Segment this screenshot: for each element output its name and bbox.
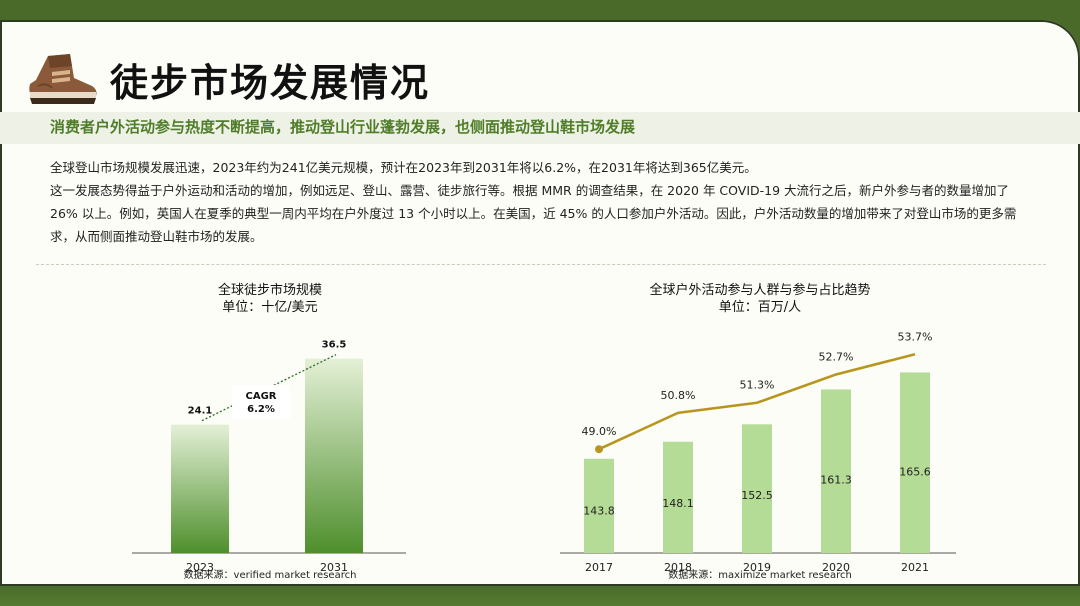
chart1-title: 全球徒步市场规模 [217,283,322,298]
section-divider [36,264,1046,265]
chart2-bar-2017 [584,458,614,553]
chart2-category-label: 2018 [664,561,692,574]
title-row: 徒步市场发展情况 [26,44,430,114]
chart1-cagr-label: CAGR [246,391,277,402]
chart2-line-value-label: 53.7% [898,330,933,343]
chart1-source: 数据来源：verified market research [183,570,357,581]
description-paragraph-2: 这一发展态势得益于户外运动和活动的增加，例如远足、登山、露营、徒步旅行等。根据 … [50,183,1017,244]
description: 全球登山市场规模发展迅速，2023年约为241亿美元规模，预计在2023年到20… [50,156,1036,248]
chart1-cagr-value: 6.2% [247,404,275,415]
chart2-line-value-label: 52.7% [819,350,854,363]
chart2-bar-value-label: 165.6 [899,466,931,479]
chart2-bar-2018 [663,441,693,553]
chart1-subtitle: 单位：十亿/美元 [222,300,318,315]
slide-card: 徒步市场发展情况 消费者户外活动参与热度不断提高，推动登山行业蓬勃发展，也侧面推… [0,20,1080,586]
chart1-bar-2023 [171,424,229,553]
chart1-title-block: 全球徒步市场规模 单位：十亿/美元 [130,282,410,316]
chart2-bar-2021 [900,372,930,553]
chart2-source: 数据来源：maximize market research [668,570,852,581]
chart2-line-value-label: 49.0% [582,425,617,438]
chart1-value-label: 36.5 [322,340,347,351]
chart2-line-marker [595,445,603,454]
chart2-bar-2020 [821,389,851,553]
chart2-line-value-label: 50.8% [661,389,696,402]
chart1-category-label: 2023 [186,561,214,574]
chart2-title: 全球户外活动参与人群与参与占比趋势 [649,283,871,298]
chart2-bar-value-label: 143.8 [583,505,615,518]
page-title: 徒步市场发展情况 [110,60,431,105]
chart2-title-block: 全球户外活动参与人群与参与占比趋势 单位：百万/人 [590,282,930,316]
hiking-boot-icon [29,54,97,104]
chart2-category-label: 2019 [743,561,771,574]
chart2-bar-value-label: 161.3 [820,473,852,486]
chart2-category-label: 2020 [822,561,850,574]
subtitle-banner: 消费者户外活动参与热度不断提高，推动登山行业蓬勃发展，也侧面推动登山鞋市场发展 [0,112,1080,144]
chart1-cagr-box [232,385,290,419]
chart1-bar-2031 [305,358,363,553]
chart2-bar-2019 [742,424,772,553]
participation-trend-chart: 143.8 2017 148.1 2018 152.5 2019 161.3 2020 165.… [560,330,956,574]
chart2-subtitle: 单位：百万/人 [718,300,802,315]
chart2-bar-value-label: 152.5 [741,489,773,502]
chart2-line-value-label: 51.3% [740,379,775,392]
chart2-category-label: 2021 [901,561,929,574]
chart1-category-label: 2031 [320,561,348,574]
market-size-chart: 24.1 2023 36.5 2031 CAGR 6.2% [132,340,406,574]
subtitle-text: 消费者户外活动参与热度不断提高，推动登山行业蓬勃发展，也侧面推动登山鞋市场发展 [50,118,636,136]
chart2-participation-line [598,353,916,451]
chart1-cagr-trend-line [201,354,337,422]
chart2-category-label: 2017 [585,561,613,574]
chart2-bar-value-label: 148.1 [662,497,694,510]
description-paragraph-1: 全球登山市场规模发展迅速，2023年约为241亿美元规模，预计在2023年到20… [50,160,757,175]
chart1-value-label: 24.1 [188,406,213,417]
